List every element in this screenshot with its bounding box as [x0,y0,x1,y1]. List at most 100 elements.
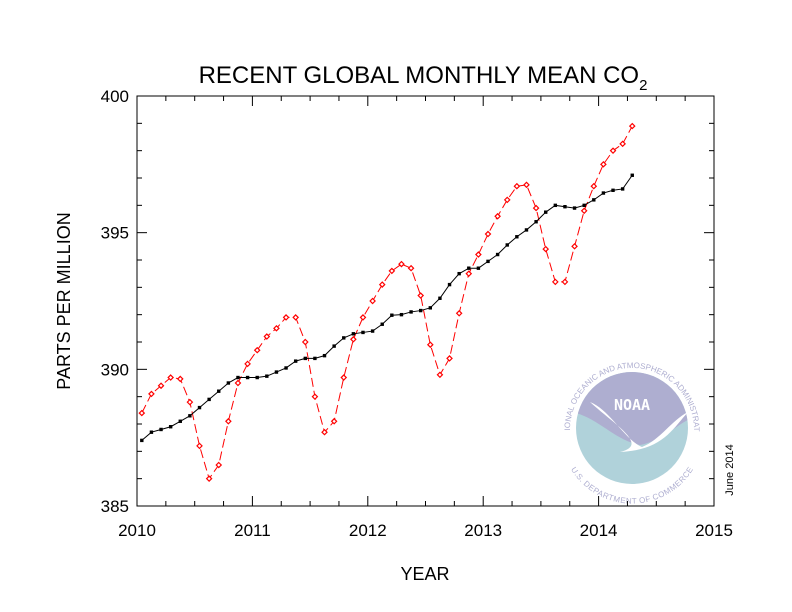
data-point [330,417,338,425]
data-point [409,310,413,314]
data-point [476,266,481,270]
data-point [273,324,280,332]
data-point [571,242,578,250]
chart-title: RECENT GLOBAL MONTHLY MEAN CO2 [199,62,648,94]
data-point [157,382,165,390]
data-point [167,374,175,381]
data-point [236,375,240,380]
data-point [563,205,567,209]
data-point [351,332,356,336]
data-point [140,438,144,443]
data-point [284,366,288,370]
data-point [370,329,375,333]
series-1 [140,173,634,443]
x-tick-label: 2011 [234,521,271,540]
x-tick-label: 2012 [349,521,387,540]
data-point [398,260,405,268]
data-point [590,182,598,190]
data-point [149,430,154,434]
data-point [159,427,163,432]
data-point [178,419,182,423]
data-point [217,389,221,393]
data-point [553,203,558,208]
data-point [494,212,501,220]
data-point [436,371,444,379]
data-point [196,442,203,450]
data-point [609,147,617,155]
data-point [486,259,490,264]
data-point [197,405,202,410]
data-point [244,360,251,368]
data-point [245,375,250,380]
data-point [313,356,317,361]
x-tick-label: 2015 [695,521,733,540]
data-point [186,398,194,406]
data-point [253,346,261,354]
x-tick-label: 2013 [464,521,502,540]
data-point [495,252,500,257]
data-point [388,267,396,275]
data-point [447,282,452,287]
data-point [176,375,184,383]
data-point [293,359,298,363]
data-point [265,374,269,378]
data-point [263,333,271,340]
data-point [544,210,548,214]
data-point [582,203,586,208]
data-point [321,428,328,436]
data-point [322,353,327,358]
data-point [524,228,529,232]
data-point [168,425,173,429]
data-point [369,297,376,305]
data-point [390,313,394,317]
data-point [255,375,259,380]
data-point [361,330,365,335]
series-0 [138,122,636,483]
data-point [282,314,290,321]
data-point [600,160,607,168]
x-axis-label: YEAR [400,564,449,584]
data-point [407,264,415,272]
x-tick-label: 2014 [580,521,618,540]
data-point [215,461,223,469]
data-point [292,314,300,321]
data-point [399,312,404,317]
data-point [234,379,242,387]
data-point [417,292,425,299]
data-point [342,336,346,340]
data-point [534,220,538,224]
data-point [428,306,433,310]
data-point [475,251,482,258]
y-tick-label: 390 [101,360,129,379]
data-point [311,393,319,401]
data-point [226,381,231,385]
data-point [207,397,211,402]
data-point [601,191,606,195]
data-point [359,314,367,321]
x-tick-label: 2010 [118,521,156,540]
data-point [505,243,509,247]
data-point [503,196,511,204]
data-point [630,173,634,177]
data-point [350,335,357,343]
data-point [467,266,471,270]
data-point [465,270,473,278]
noaa-logo-text: NOAA [614,396,650,414]
data-point [561,278,569,286]
data-point [572,206,577,210]
data-point [380,322,384,326]
data-point [188,414,192,418]
data-point [513,182,521,190]
data-point [619,140,626,148]
data-point [628,122,636,130]
data-point [378,281,386,288]
y-tick-label: 385 [101,497,129,516]
data-point [551,278,559,286]
y-tick-label: 400 [101,87,129,106]
data-point [274,370,279,374]
data-point [301,338,309,346]
data-point [418,308,423,313]
series-line [141,125,633,480]
data-point [542,245,550,253]
